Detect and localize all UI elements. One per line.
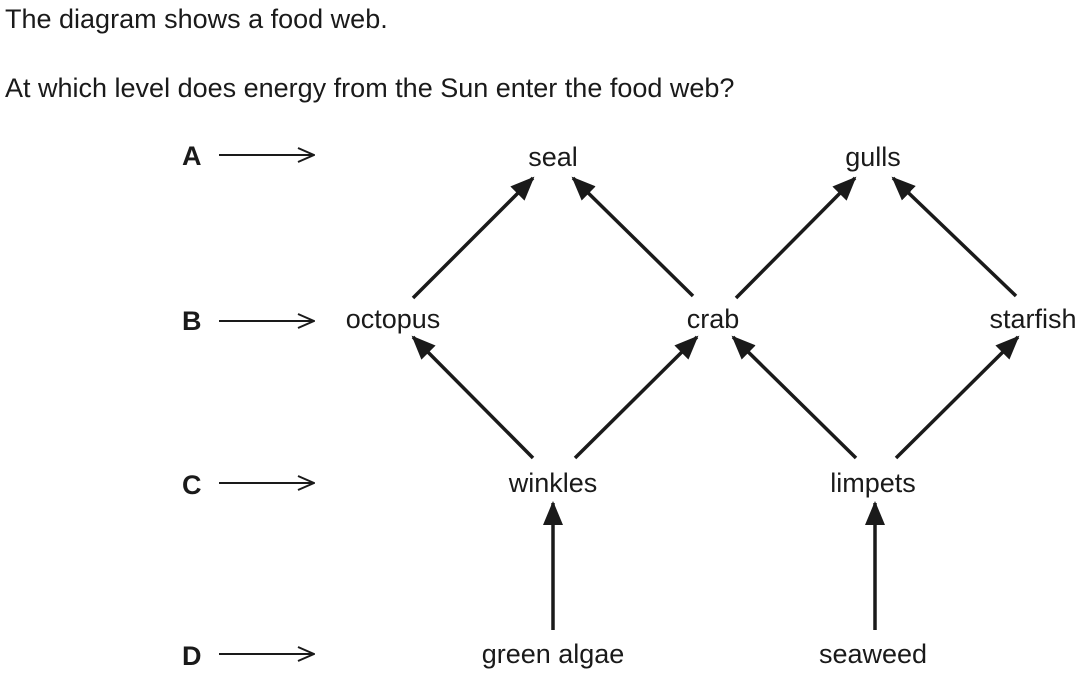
organism-starfish: starfish [989, 304, 1076, 334]
organism-crab: crab [687, 304, 740, 334]
organism-gulls: gulls [845, 142, 901, 172]
question-intro: The diagram shows a food web. [5, 4, 388, 34]
organism-winkles: winkles [508, 468, 598, 498]
level-label-a: A [182, 141, 202, 171]
level-label-c: C [182, 470, 202, 500]
arrow-limpets-to-starfish [894, 335, 1020, 460]
level-label-b: B [182, 306, 202, 336]
arrow-starfish-to-gulls [891, 176, 1018, 298]
arrow-winkles-to-crab [573, 335, 699, 460]
arrow-octopus-to-seal [411, 176, 535, 300]
arrow-crab-to-gulls [734, 176, 857, 300]
organism-seal: seal [528, 142, 578, 172]
organism-limpets: limpets [830, 468, 916, 498]
organism-green-algae: green algae [482, 639, 625, 669]
organism-octopus: octopus [346, 304, 441, 334]
arrow-crab-to-seal [571, 176, 695, 298]
level-label-d: D [182, 641, 202, 671]
organism-seaweed: seaweed [819, 639, 927, 669]
arrow-winkles-to-octopus [411, 335, 535, 460]
question-prompt: At which level does energy from the Sun … [5, 73, 735, 103]
arrow-limpets-to-crab [731, 335, 858, 460]
